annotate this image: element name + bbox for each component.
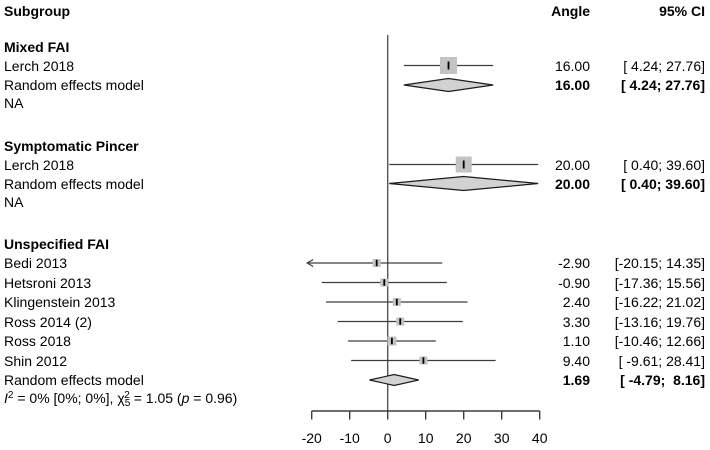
het-segment: 2: [7, 390, 14, 401]
study-row: Lerch 2018 20.00 [ 0.40; 39.60]: [0, 156, 710, 174]
ci-value: [ 4.24; 27.76]: [623, 57, 705, 74]
angle-value: 16.00: [554, 57, 590, 74]
summary-angle-value: 16.00: [554, 77, 590, 93]
ci-value: [-13.16; 19.76]: [614, 313, 705, 330]
point-estimate-tick: [383, 279, 386, 286]
point-estimate-tick: [395, 298, 398, 306]
random-effects-label: Random effects model: [4, 175, 144, 192]
col-header-subgroup: Subgroup: [4, 3, 71, 19]
het-segment: I: [4, 390, 8, 406]
na-note-row: NA: [0, 193, 710, 211]
na-note: NA: [4, 194, 24, 210]
summary-row: Random effects model 20.00 [ 0.40; 39.60]: [0, 175, 710, 193]
study-label: Lerch 2018: [4, 57, 75, 74]
angle-value: 20.00: [554, 156, 590, 173]
study-label: Klingenstein 2013: [4, 294, 116, 310]
study-label: Shin 2012: [4, 352, 68, 369]
angle-value: 9.40: [562, 352, 590, 369]
subgroup-heading: Symptomatic Pincer: [4, 138, 139, 154]
subgroup-heading-row: Mixed FAI: [0, 38, 710, 56]
study-row: Ross 2018 1.10 [-10.46; 12.66]: [0, 332, 710, 350]
point-estimate-tick: [399, 318, 402, 325]
x-tick-label: 0: [384, 430, 392, 446]
point-estimate-tick: [462, 160, 465, 169]
point-estimate-tick: [447, 61, 450, 70]
summary-diamond: [389, 175, 539, 192]
point-estimate-tick: [375, 259, 378, 267]
subgroup-heading-row: Unspecified FAI: [0, 235, 710, 253]
ci-value: [-16.22; 21.02]: [614, 294, 705, 310]
summary-row: Random effects model 16.00 [ 4.24; 27.76]: [0, 76, 710, 94]
point-estimate-tick: [422, 357, 425, 364]
study-row: Shin 2012 9.40 [ -9.61; 28.41]: [0, 352, 710, 370]
het-segment: 2: [124, 390, 130, 401]
ci-value: [-17.36; 15.56]: [614, 274, 705, 291]
random-effects-label: Random effects model: [4, 77, 144, 93]
x-tick-label: 20: [456, 430, 472, 446]
na-note: NA: [4, 95, 24, 111]
angle-value: -2.90: [558, 255, 590, 271]
summary-row: Random effects model 1.69 [ -4.79; 8.16]: [0, 371, 710, 389]
study-label: Bedi 2013: [4, 255, 68, 271]
summary-diamond: [369, 373, 419, 387]
summary-ci-value: [ 0.40; 39.60]: [620, 175, 705, 192]
na-note-row: NA: [0, 94, 710, 112]
study-row: Hetsroni 2013 -0.90 [-17.36; 15.56]: [0, 274, 710, 292]
summary-diamond: [403, 77, 494, 93]
summary-angle-value: 1.69: [562, 372, 590, 388]
angle-value: 3.30: [562, 313, 590, 330]
ci-value: [ 0.40; 39.60]: [623, 156, 705, 173]
random-effects-label: Random effects model: [4, 372, 144, 388]
x-tick-label: 40: [532, 430, 548, 446]
col-header-angle: Angle: [551, 3, 590, 19]
ci-value: [ -9.61; 28.41]: [618, 352, 705, 369]
x-tick-label: -10: [340, 430, 360, 446]
summary-ci-value: [ -4.79; 8.16]: [620, 372, 705, 388]
het-segment: p: [181, 390, 190, 406]
study-label: Hetsroni 2013: [4, 274, 92, 291]
het-segment: = 0% [0%; 0%],: [13, 390, 118, 406]
study-row: Ross 2014 (2) 3.30 [-13.16; 19.76]: [0, 313, 710, 331]
x-tick-label: -20: [302, 430, 322, 446]
subgroup-heading: Mixed FAI: [4, 39, 70, 55]
x-tick-label: 10: [418, 430, 434, 446]
study-row: Bedi 2013 -2.90 [-20.15; 14.35]: [0, 254, 710, 272]
summary-ci-value: [ 4.24; 27.76]: [620, 77, 705, 93]
ci-value: [-10.46; 12.66]: [614, 333, 705, 349]
ci-value: [-20.15; 14.35]: [614, 255, 705, 271]
subgroup-heading: Unspecified FAI: [4, 236, 110, 252]
het-segment: = 0.96): [189, 390, 238, 406]
het-segment: 5: [124, 398, 131, 409]
heterogeneity-row: I2 = 0% [0%; 0%], χ52 = 1.05 (p = 0.96): [0, 389, 710, 410]
heterogeneity-stats: I2 = 0% [0%; 0%], χ52 = 1.05 (p = 0.96): [4, 389, 237, 410]
column-header-row: Subgroup Angle 95% CI: [0, 2, 710, 20]
point-estimate-tick: [390, 337, 393, 345]
het-segment: = 1.05 (: [129, 390, 182, 406]
het-segment: χ: [117, 390, 125, 406]
angle-value: 2.40: [562, 294, 590, 310]
study-label: Lerch 2018: [4, 156, 75, 173]
angle-value: 1.10: [562, 333, 590, 349]
col-header-ci: 95% CI: [659, 3, 705, 19]
study-label: Ross 2014 (2): [4, 313, 92, 330]
x-tick-label: 30: [494, 430, 510, 446]
study-label: Ross 2018: [4, 333, 71, 349]
subgroup-heading-row: Symptomatic Pincer: [0, 137, 710, 155]
study-row: Lerch 2018 16.00 [ 4.24; 27.76]: [0, 57, 710, 75]
ci-clip-arrow: [306, 258, 314, 268]
summary-angle-value: 20.00: [554, 175, 590, 192]
angle-value: -0.90: [558, 274, 590, 291]
study-row: Klingenstein 2013 2.40 [-16.22; 21.02]: [0, 293, 710, 311]
